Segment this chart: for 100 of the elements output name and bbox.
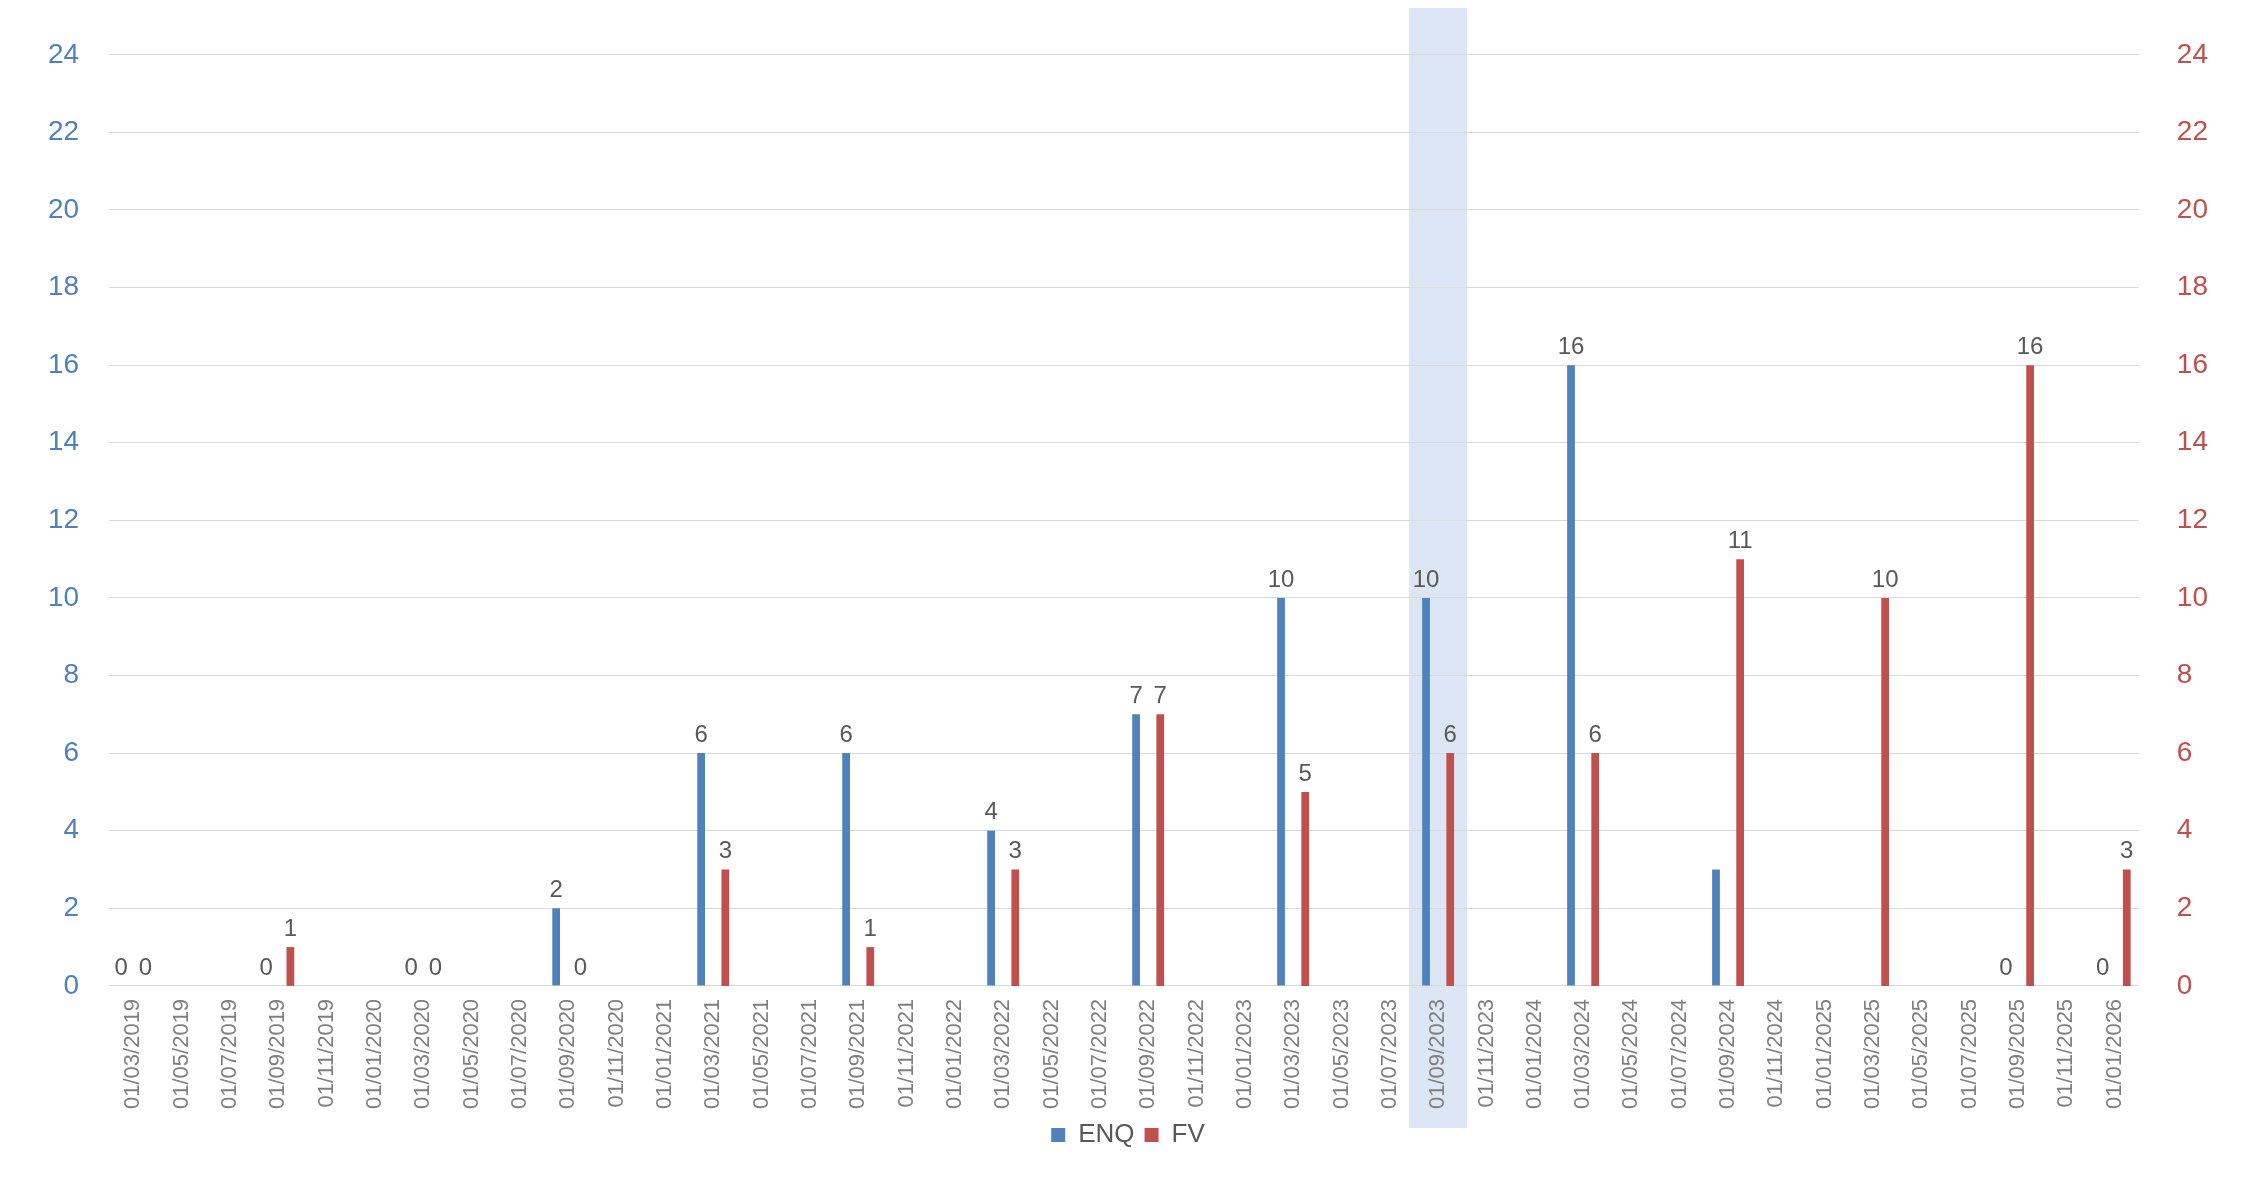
bar [1446,753,1455,986]
data-label: 6 [1588,719,1602,747]
data-label: 10 [1267,564,1295,592]
y2-tick-label: 14 [2176,425,2209,457]
data-label: 0 [138,952,153,980]
data-label: 0 [573,952,588,980]
data-label: 6 [694,719,708,747]
x-tick-label: 01/07/2020 [505,998,531,1109]
data-label: 7 [1129,680,1143,708]
y-tick-label: 24 [47,37,80,69]
x-tick-label: 01/01/2026 [2100,998,2126,1109]
y2-tick-label: 20 [2176,192,2209,224]
y-tick-label: 20 [47,192,80,224]
x-tick-label: 01/03/2025 [1859,998,1885,1109]
y-tick-label: 18 [47,270,80,302]
bar [2026,365,2034,986]
x-tick-label: 01/01/2023 [1230,998,1256,1109]
data-label: 7 [1153,680,1167,708]
x-tick-label: 01/11/2019 [312,998,338,1108]
bar [697,753,706,986]
bar [1712,869,1720,986]
x-tick-label: 01/11/2020 [602,998,628,1108]
x-tick-label: 01/03/2023 [1279,998,1305,1109]
x-tick-label: 01/11/2025 [2052,998,2078,1108]
y-tick-label: 8 [63,658,80,690]
y2-tick-label: 22 [2176,115,2209,147]
bar [552,908,561,986]
x-tick-label: 01/03/2024 [1569,998,1595,1109]
data-label: 6 [839,719,853,747]
x-tick-label: 01/07/2023 [1375,998,1401,1109]
y-tick-label: 10 [47,580,80,612]
y2-tick-label: 24 [2176,37,2209,69]
bar [1567,365,1575,986]
bar [1156,714,1165,986]
x-tick-label: 01/05/2022 [1037,998,1063,1109]
bar [1591,753,1600,986]
data-label: 3 [1008,836,1022,864]
x-tick-label: 01/05/2025 [1907,998,1933,1109]
bar [866,947,875,986]
y-tick-label: 2 [63,891,80,923]
data-label: 0 [2095,952,2110,980]
y-tick-label: 12 [47,503,80,535]
x-tick-label: 01/01/2024 [1520,998,1546,1109]
x-tick-label: 01/05/2021 [747,998,773,1109]
y-tick-label: 14 [47,425,80,457]
data-label: 1 [283,913,298,941]
x-tick-label: 01/09/2022 [1134,998,1160,1109]
x-tick-label: 01/07/2021 [795,998,821,1109]
x-tick-label: 01/03/2019 [119,998,145,1109]
x-tick-label: 01/01/2025 [1810,998,1836,1109]
bar [1132,714,1140,986]
data-label: 4 [984,797,998,825]
bar [1881,597,1890,986]
x-tick-label: 01/01/2020 [361,998,386,1109]
bar [842,753,850,986]
data-label: 0 [428,952,443,980]
x-tick-label: 01/05/2023 [1327,998,1353,1109]
x-tick-label: 01/05/2020 [457,998,483,1109]
data-label: 0 [259,952,273,980]
bar [721,869,730,986]
x-tick-label: 01/07/2025 [1955,998,1981,1109]
data-label: 16 [1557,331,1585,359]
data-label: 16 [2016,331,2044,359]
data-label: 2 [549,874,563,902]
y2-tick-label: 12 [2176,503,2209,535]
x-tick-label: 01/03/2021 [699,998,725,1109]
bar [1736,559,1745,986]
x-tick-label: 01/09/2024 [1714,998,1740,1109]
y-tick-label: 4 [63,813,80,845]
data-label: 0 [114,952,128,980]
legend-label: ENQ [1078,1118,1135,1149]
y-tick-label: 16 [47,347,80,379]
x-tick-label: 01/01/2022 [940,998,966,1109]
y2-tick-label: 0 [2176,968,2193,1000]
y2-tick-label: 2 [2176,891,2193,923]
x-tick-label: 01/09/2023 [1424,998,1450,1109]
x-tick-label: 01/11/2021 [892,998,918,1108]
x-tick-label: 01/09/2020 [554,998,580,1109]
data-label: 3 [2120,836,2134,864]
x-tick-label: 01/01/2021 [650,998,676,1109]
x-tick-label: 01/11/2024 [1762,998,1788,1108]
x-tick-label: 01/03/2020 [409,998,435,1109]
bar [987,830,995,986]
y2-tick-label: 4 [2176,813,2193,845]
x-tick-label: 01/11/2022 [1182,998,1208,1108]
bar [1011,869,1020,986]
data-label: 11 [1727,525,1753,553]
x-tick-label: 01/09/2025 [2004,998,2030,1109]
x-tick-label: 01/07/2024 [1665,998,1691,1109]
data-label: 3 [718,836,732,864]
data-label: 6 [1443,719,1457,747]
x-tick-label: 01/07/2022 [1085,998,1111,1109]
x-tick-label: 01/05/2019 [167,998,193,1109]
data-label: 10 [1871,564,1899,592]
y2-tick-label: 16 [2176,347,2209,379]
bar [1277,597,1285,986]
data-label: 5 [1298,758,1312,786]
x-tick-label: 01/11/2023 [1472,998,1498,1108]
data-label: 0 [404,952,418,980]
x-tick-label: 01/07/2019 [216,998,242,1109]
